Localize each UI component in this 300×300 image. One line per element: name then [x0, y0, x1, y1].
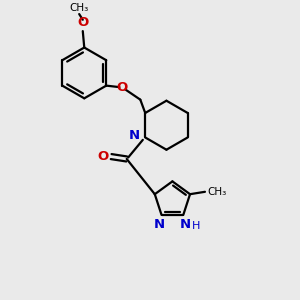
Text: O: O	[116, 81, 128, 94]
Text: CH₃: CH₃	[70, 3, 89, 13]
Text: O: O	[77, 16, 88, 29]
Text: CH₃: CH₃	[208, 187, 227, 197]
Text: N: N	[180, 218, 191, 232]
Text: O: O	[97, 150, 108, 163]
Text: N: N	[154, 218, 165, 232]
Text: H: H	[192, 221, 200, 231]
Text: N: N	[129, 130, 140, 142]
